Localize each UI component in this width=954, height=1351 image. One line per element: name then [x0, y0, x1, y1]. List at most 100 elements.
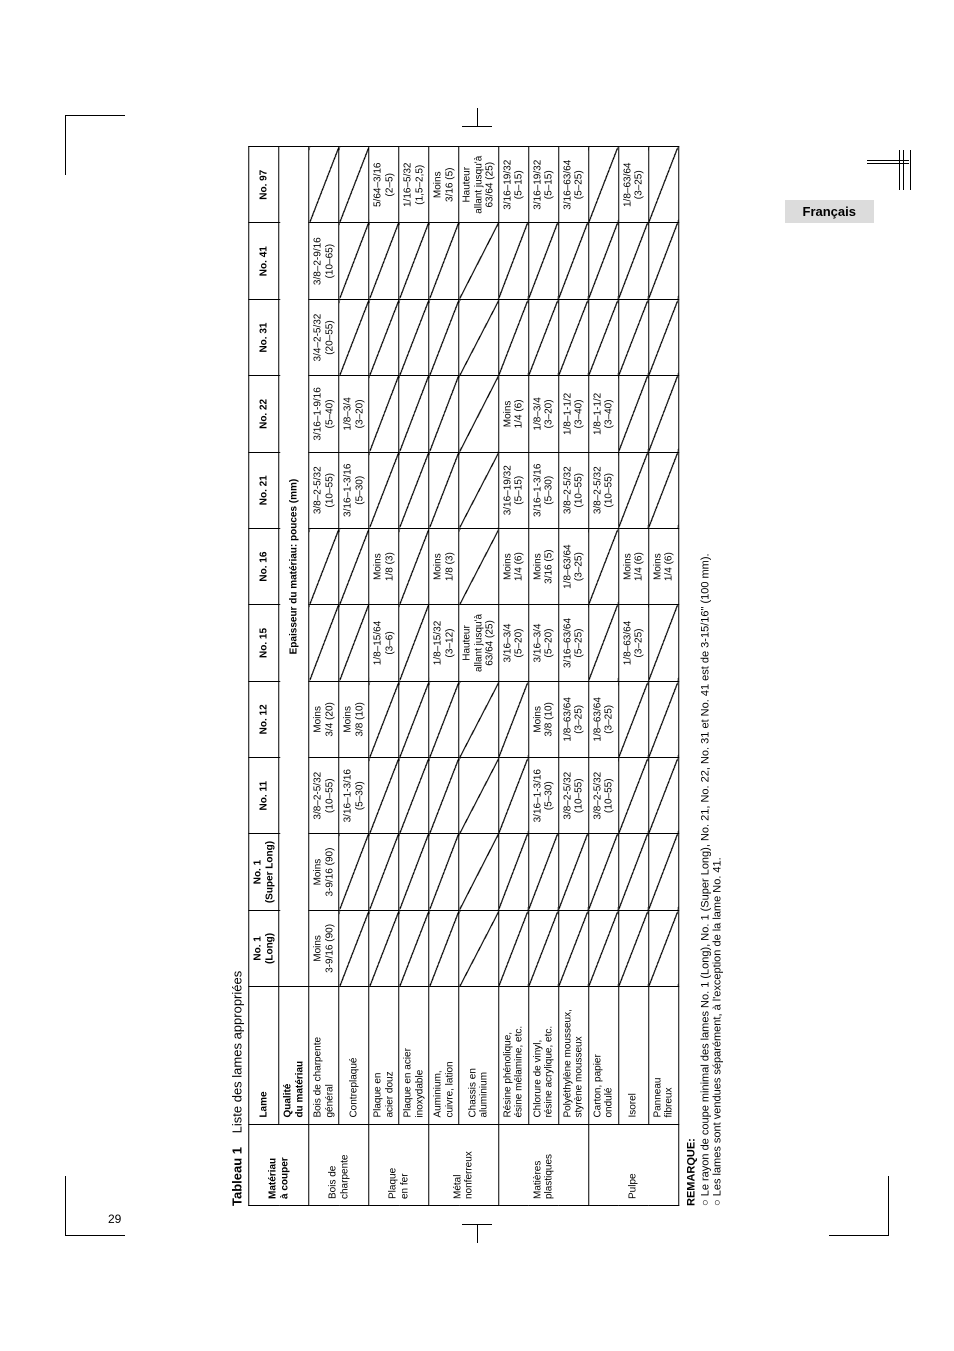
thickness-cell [339, 299, 369, 375]
thickness-cell: 1/8–15/32(3–12) [429, 604, 459, 680]
thickness-cell: 3/16–1-3/16(5–30) [339, 452, 369, 528]
thickness-cell: 3/8–2-5/32(10–55) [588, 757, 618, 833]
thickness-cell [648, 604, 678, 680]
thickness-cell: 1/16–5/32(1,5–2,5) [399, 146, 429, 223]
thickness-cell: 3/16–63/64(5–25) [558, 604, 588, 680]
thickness-cell: 3/16–1-3/16(5–30) [339, 757, 369, 833]
thickness-cell [459, 528, 499, 604]
thickness-cell [399, 452, 429, 528]
notes-heading: REMARQUE: [685, 146, 697, 1206]
table-row: MétalnonferreuxAuminium,cuivre, lation1/… [429, 146, 459, 1205]
thickness-cell: 1/8–1-1/2(3–40) [588, 375, 618, 451]
thickness-cell: 3/16–3/4(5–20) [528, 604, 558, 680]
thickness-cell [399, 757, 429, 833]
material-quality: Résine phénolique,ésine mélamine, etc. [498, 986, 528, 1123]
notes: REMARQUE: Le rayon de coupe minimal des … [685, 146, 723, 1206]
thickness-cell: 1/8–63/64(3–25) [618, 146, 648, 223]
thickness-cell [588, 833, 618, 909]
thickness-cell [369, 299, 399, 375]
thickness-cell [429, 833, 459, 909]
material-group: Métalnonferreux [429, 1124, 499, 1205]
thickness-cell: 3/8–2-5/32(10–55) [309, 757, 339, 833]
header-blade-10: No. 97 [249, 146, 279, 223]
thickness-cell [498, 833, 528, 909]
thickness-cell [648, 833, 678, 909]
thickness-cell [648, 375, 678, 451]
table-row: Chlorure de vinyl,résine acrylique, etc.… [528, 146, 558, 1205]
thickness-cell: 3/16–63/64(5–25) [558, 146, 588, 223]
thickness-cell [648, 757, 678, 833]
thickness-cell [588, 299, 618, 375]
thickness-cell [498, 910, 528, 986]
table-row: Chassis enaluminium Hauteurallant jusqu'à… [459, 146, 499, 1205]
thickness-cell: 3/4–2-5/32(20–55) [309, 299, 339, 375]
note-item: Les lames sont vendues séparément, à l'e… [711, 146, 723, 1206]
thickness-cell [618, 375, 648, 451]
thickness-cell [429, 681, 459, 757]
crop-mark-bottom [462, 1213, 492, 1243]
thickness-cell [648, 299, 678, 375]
thickness-cell [459, 910, 499, 986]
material-quality: Panneaufibreux [648, 986, 678, 1123]
thickness-cell: Moins3/16 (5) [429, 146, 459, 223]
thickness-cell [618, 757, 648, 833]
thickness-cell [558, 223, 588, 299]
material-group: Pulpe [588, 1124, 678, 1205]
thickness-cell [618, 223, 648, 299]
page-number: 29 [108, 1212, 121, 1226]
table-row: Panneaufibreux Moins1/4 (6) [648, 146, 678, 1205]
thickness-cell [498, 299, 528, 375]
thickness-cell [498, 681, 528, 757]
thickness-cell [429, 910, 459, 986]
thickness-cell [399, 681, 429, 757]
thickness-cell [528, 223, 558, 299]
header-blade-7: No. 22 [249, 375, 279, 451]
thickness-cell [369, 223, 399, 299]
thickness-cell [369, 757, 399, 833]
thickness-cell: Hauteurallant jusqu'à63/64 (25) [459, 146, 499, 223]
material-group: Matièresplastiques [498, 1124, 588, 1205]
material-group: Bois decharpente [309, 1124, 369, 1205]
thickness-cell: Moins1/4 (6) [648, 528, 678, 604]
thickness-cell [618, 452, 648, 528]
material-quality: Bois de charpentegénéral [309, 986, 339, 1123]
thickness-cell [339, 833, 369, 909]
thickness-cell: 1/8–3/4(3–20) [528, 375, 558, 451]
material-quality: Auminium,cuivre, lation [429, 986, 459, 1123]
thickness-cell: Moins1/8 (3) [369, 528, 399, 604]
notes-list: Le rayon de coupe minimal des lames No. … [699, 146, 723, 1206]
thickness-cell: Moins1/4 (6) [618, 528, 648, 604]
thickness-cell [588, 528, 618, 604]
thickness-cell [618, 910, 648, 986]
thickness-cell: Moins3/8 (10) [528, 681, 558, 757]
header-blade-2: No. 11 [249, 757, 279, 833]
thickness-cell [309, 528, 339, 604]
thickness-cell: 3/16–19/32(5–15) [528, 146, 558, 223]
thickness-cell [339, 223, 369, 299]
table-row: Isorel1/8–63/64(3–25)Moins1/4 (6)1/8–63/… [618, 146, 648, 1205]
thickness-cell [558, 833, 588, 909]
blade-table: Matériauà couper Lame No. 1(Long) No. 1(… [248, 146, 679, 1206]
header-blade-5: No. 16 [249, 528, 279, 604]
material-group: Plaqueen fer [369, 1124, 429, 1205]
thickness-cell [648, 452, 678, 528]
table-row: MatièresplastiquesRésine phénolique,ésin… [498, 146, 528, 1205]
material-quality: Chassis enaluminium [459, 986, 499, 1123]
table-row: Contreplaqué3/16–1-3/16(5–30)Moins3/8 (1… [339, 146, 369, 1205]
thickness-cell: 1/8–3/4(3–20) [339, 375, 369, 451]
thickness-cell [399, 833, 429, 909]
thickness-cell [339, 528, 369, 604]
thickness-cell [648, 681, 678, 757]
thickness-cell [498, 757, 528, 833]
thickness-cell [459, 757, 499, 833]
thickness-cell [339, 604, 369, 680]
table-caption-prefix: Tableau 1 [229, 1146, 244, 1205]
thickness-cell [588, 223, 618, 299]
thickness-cell [429, 375, 459, 451]
thickness-cell: 3/8–2-5/32(10–55) [309, 452, 339, 528]
thickness-cell [399, 910, 429, 986]
material-quality: Chlorure de vinyl,résine acrylique, etc. [528, 986, 558, 1123]
thickness-cell: 3/16–1-9/16(5–40) [309, 375, 339, 451]
language-tab: Français [785, 200, 874, 223]
page-content: Tableau 1 Liste des lames appropriées Ma… [229, 146, 725, 1206]
